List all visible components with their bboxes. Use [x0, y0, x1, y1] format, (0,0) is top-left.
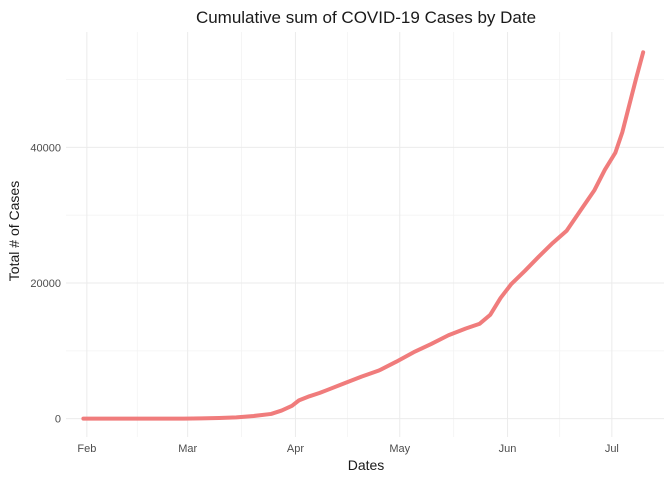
y-tick-label: 40000: [30, 142, 61, 154]
y-axis-tick-labels: 0 20000 40000: [30, 142, 61, 425]
x-tick-label: Feb: [77, 443, 96, 455]
x-axis-title: Dates: [348, 457, 385, 473]
series-line-cumulative-cases: [81, 50, 646, 421]
x-tick-label: Mar: [178, 443, 197, 455]
major-gridlines: [66, 32, 664, 437]
x-tick-label: May: [389, 443, 410, 455]
series-layer: [81, 50, 646, 421]
minor-gridlines: [66, 32, 664, 437]
chart-title: Cumulative sum of COVID-19 Cases by Date: [196, 8, 536, 27]
x-tick-label: Jun: [499, 443, 517, 455]
y-tick-label: 20000: [30, 278, 61, 290]
x-tick-label: Jul: [605, 443, 619, 455]
x-tick-label: Apr: [287, 443, 304, 455]
x-axis-tick-labels: Feb Mar Apr May Jun Jul: [77, 443, 619, 455]
y-axis-title: Total # of Cases: [6, 181, 22, 281]
y-tick-label: 0: [55, 414, 61, 426]
